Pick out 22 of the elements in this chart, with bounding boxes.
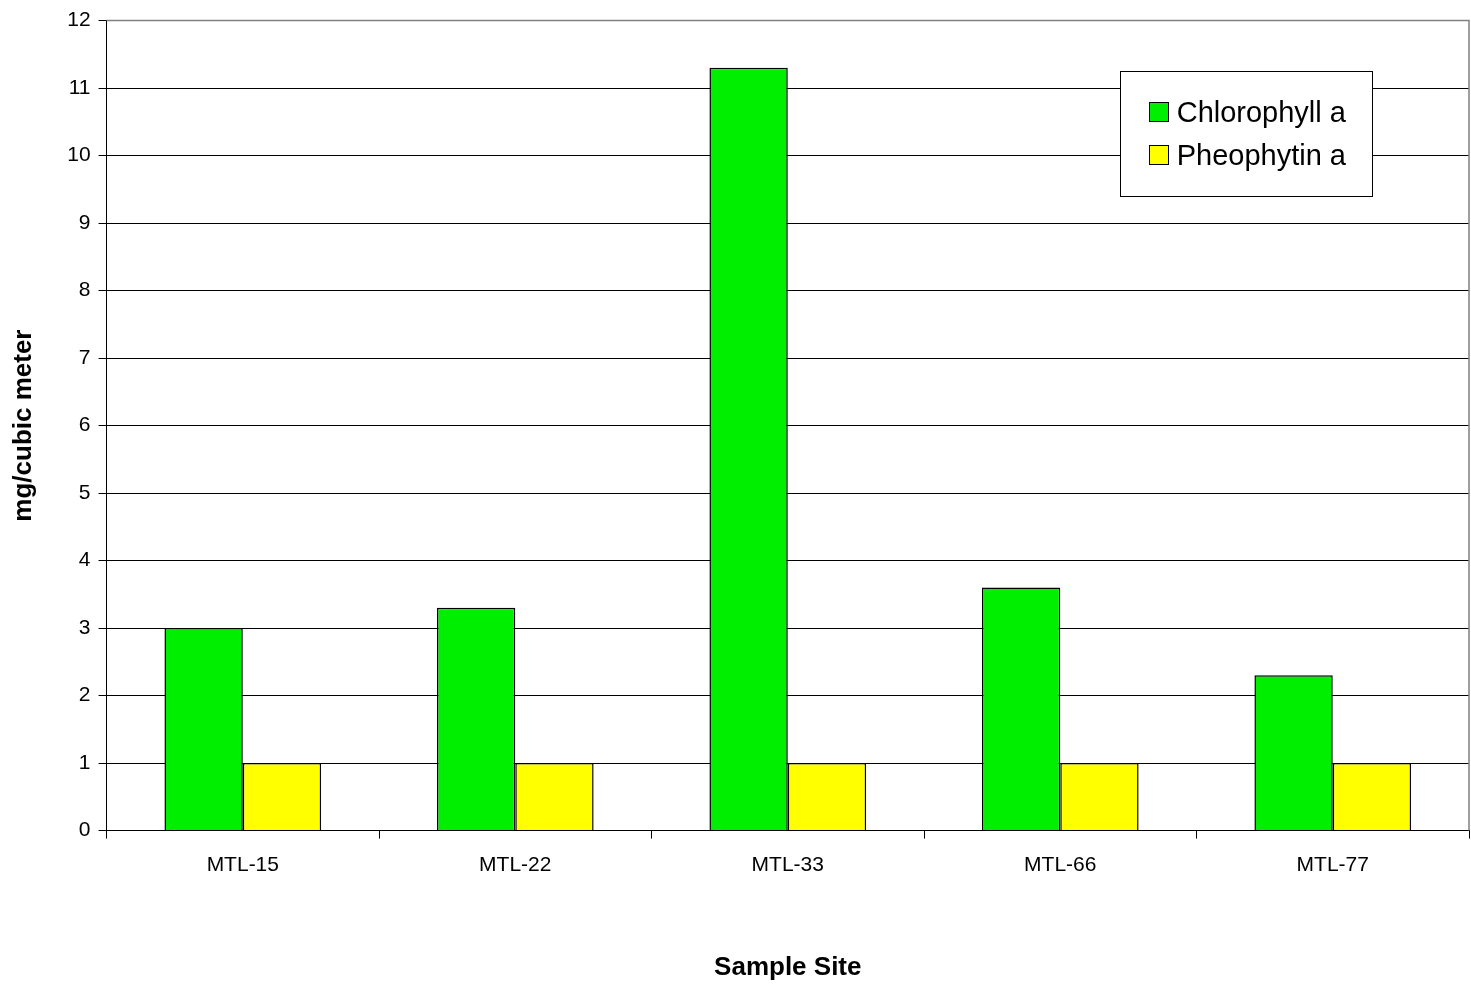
y-tick-label: 5: [78, 479, 91, 503]
legend-label: Pheophytin a: [1176, 138, 1346, 172]
y-tick-label: 7: [78, 344, 91, 368]
y-tick-label: 2: [78, 682, 91, 706]
y-tick-label: 11: [68, 74, 91, 98]
x-tick-label: MTL-77: [1296, 852, 1369, 875]
y-tick-label: 9: [78, 209, 91, 233]
x-tick-label: MTL-66: [1024, 852, 1097, 875]
y-tick-label: 0: [78, 817, 91, 841]
y-tick-label: 10: [67, 142, 91, 166]
y-tick-label: 6: [78, 412, 91, 436]
y-tick-label: 8: [78, 277, 91, 301]
y-tick-label: 3: [78, 614, 91, 638]
y-tick-label: 1: [78, 749, 91, 773]
x-axis-title: Sample Site: [714, 950, 862, 981]
y-axis-title: mg/cubic meter: [6, 329, 37, 522]
legend-label: Chlorophyll a: [1176, 95, 1346, 129]
x-tick-label: MTL-15: [206, 852, 279, 875]
x-tick-label: MTL-22: [479, 852, 552, 875]
y-tick-label: 4: [78, 547, 91, 571]
x-tick-label: MTL-33: [751, 852, 824, 875]
y-tick-label: 12: [67, 7, 91, 31]
